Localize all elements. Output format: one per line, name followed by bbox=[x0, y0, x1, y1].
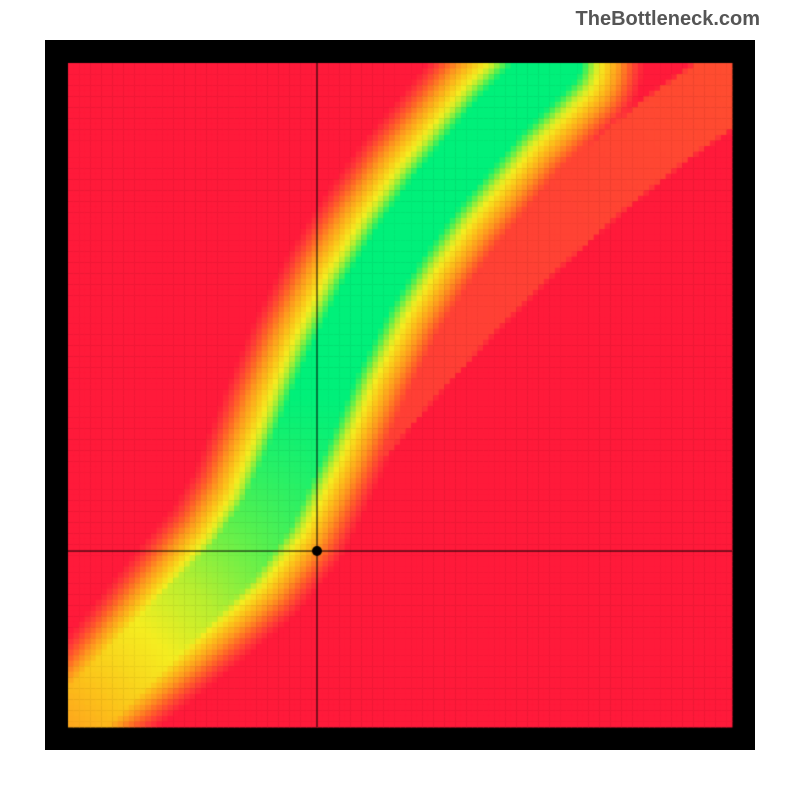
heatmap-plot bbox=[45, 40, 755, 750]
attribution-text: TheBottleneck.com bbox=[576, 8, 760, 31]
heatmap-canvas bbox=[45, 40, 755, 750]
